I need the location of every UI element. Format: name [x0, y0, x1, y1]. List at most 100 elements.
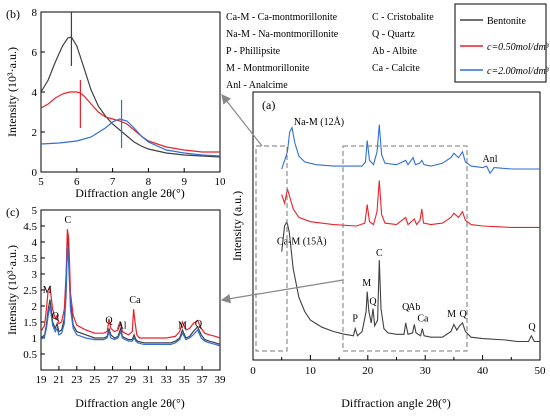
panel-a-zoom-box-b [255, 145, 288, 352]
panel-b-xlabel: Diffraction angle 2θ(°) [75, 186, 185, 200]
panel-a-peak-label-q: Q [402, 302, 410, 313]
panel-c-peak-label-q: Q [195, 319, 203, 330]
legend: Bentonite c=0.50mol/dm³ c=2.00mol/dm³ [454, 3, 550, 83]
panel-c-xtick-label: 37 [197, 374, 209, 386]
panel-b-series-c-0-50mol-dm [40, 91, 220, 153]
panel-c-ytick-label: 1 [32, 333, 38, 345]
panel-b-ytick-label: 6 [32, 47, 38, 59]
panel-b-xtick-label: 7 [110, 176, 116, 188]
panel-c-xtick-label: 19 [36, 374, 48, 386]
panel-a-peak-label-na-m-12: Na-M (12Å) [294, 116, 344, 128]
legend-label-2-00: c=2.00mol/dm³ [487, 66, 550, 77]
panel-c-peak-label-al: Al [117, 320, 127, 331]
panel-a-xtick-label: 40 [477, 365, 489, 377]
legend-label-0-50: c=0.50mol/dm³ [487, 42, 550, 53]
panel-a-xtick-label: 0 [250, 365, 256, 377]
panel-c-xtick-label: 21 [53, 374, 64, 386]
panel-c-peak-label-m: M [178, 320, 187, 331]
panel-b-series-bentonite [40, 36, 221, 158]
legend-label-bentonite: Bentonite [487, 16, 526, 27]
panel-a-peak-label-m: M [362, 278, 371, 289]
panel-a-frame [252, 91, 541, 361]
panel-c-ytick-label: 4.5 [23, 221, 37, 233]
panel-c-xtick-label: 29 [125, 374, 137, 386]
panel-b-ytick-label: 0 [32, 167, 38, 179]
panel-c-axes: 19 21 23 25 27 29 31 33 35 37 39 0.5 1 1.5 2 2.5 3 3.5 4 4.… [23, 205, 226, 386]
panel-c-xlabel: Diffraction angle 2θ(°) [75, 396, 185, 410]
panel-a-peak-label-q: Q [528, 322, 536, 333]
panel-c-xtick-label: 35 [179, 374, 191, 386]
panel-a-xtick-label: 20 [362, 365, 374, 377]
panel-c-ytick-label: 1.5 [23, 317, 37, 329]
panel-c-peak-label-c: C [65, 215, 72, 226]
panel-b-axes: 5 6 7 8 9 10 0 2 4 6 8 [32, 7, 227, 188]
panel-a-peak-label-q: Q [369, 296, 377, 307]
panel-a-peak-label-anl: Anl [483, 154, 498, 165]
panel-c-series-bentonite [40, 232, 221, 345]
abbr-c: C - Cristobalite [372, 12, 434, 23]
panel-b-series-c-2-00mol-dm [40, 118, 221, 157]
panel-c-ytick-label: 3.5 [23, 253, 37, 265]
panel-a-series-bentonite [281, 220, 540, 343]
panel-c-ytick-label: 3 [32, 269, 38, 281]
panel-c-xtick-label: 39 [215, 374, 227, 386]
panel-a-peak-label-c: C [376, 248, 383, 259]
abbreviation-list: Ca-M - Ca-montmorillonite Na-M - Na-mont… [226, 12, 434, 91]
panel-a-series-c-0-50mol-dm [281, 180, 540, 228]
abbr-ab: Ab - Albite [372, 46, 418, 57]
panel-c-lines [40, 229, 221, 347]
panel-a-peak-label-ab: Ab [408, 302, 420, 313]
panel-c-ytick-label: 0.5 [23, 349, 37, 361]
panel-b-xtick-label: 10 [215, 176, 227, 188]
abbr-p: P - Phillipsite [226, 46, 281, 57]
panel-c-xtick-label: 31 [143, 374, 154, 386]
panel-c-label: (c) [6, 205, 19, 219]
connector-arrow-c [220, 279, 344, 304]
panel-b-ytick-label: 8 [32, 7, 38, 19]
panel-a-xtick-label: 10 [305, 365, 317, 377]
panel-c-xtick-label: 25 [89, 374, 101, 386]
panel-a-xtick-label: 50 [535, 365, 547, 377]
panel-b: (b) 5 6 7 8 9 10 0 2 4 6 8 Diffraction angle 2θ(°)… [5, 7, 226, 200]
panel-a-xlabel: Diffraction angle 2θ(°) [341, 396, 451, 410]
panel-c-ylabel: Intensity (10³·a.u.) [5, 245, 19, 335]
panel-a-peak-label-q: Q [459, 309, 467, 320]
panel-a-peak-label-ca: Ca [417, 314, 429, 325]
abbr-ca-m: Ca-M - Ca-montmorillonite [226, 12, 338, 23]
panel-b-xtick-label: 9 [181, 176, 187, 188]
panel-a-peak-label-m: M [447, 309, 456, 320]
panel-c-peak-label-q: Q [105, 316, 113, 327]
panel-a-peak-label-ca-m-15: Ca-M (15Å) [277, 236, 327, 248]
abbr-ca: Ca - Calcite [372, 63, 420, 74]
panel-c-ytick-label: 2.5 [23, 285, 37, 297]
connector-arrow-b [221, 94, 263, 147]
panel-c-peak-label-m: M [43, 285, 52, 296]
panel-a-xtick-label: 30 [420, 365, 432, 377]
panel-c-peak-label-ca: Ca [129, 295, 141, 306]
panel-a-zoom-box-c [342, 145, 468, 352]
panel-c-xtick-label: 33 [161, 374, 173, 386]
panel-b-label: (b) [6, 7, 20, 21]
panel-b-ylabel: Intensity (10³·a.u.) [5, 47, 19, 137]
panel-c-xtick-label: 23 [71, 374, 83, 386]
panel-c-ytick-label: 2 [32, 301, 38, 313]
panel-b-ytick-label: 4 [32, 87, 38, 99]
panel-b-xtick-label: 5 [38, 176, 44, 188]
panel-b-xtick-label: 6 [74, 176, 80, 188]
panel-a-series-c-2-00mol-dm [281, 124, 540, 175]
panel-a-lines [281, 124, 540, 343]
abbr-na-m: Na-M - Na-montmorillonite [226, 29, 339, 40]
abbr-q: Q - Quartz [372, 29, 415, 40]
legend-box [454, 3, 547, 83]
panel-c-xtick-label: 27 [107, 374, 119, 386]
panel-a: (a) 0 10 20 30 40 50 Na-M (12Å) Anl Ca-M (15Å) P… [230, 91, 547, 410]
panel-a-peak-label-p: P [352, 314, 358, 325]
panel-c: (c) 19 21 23 25 27 29 31 33 35 37 39 0.5 1 1.5 2 2.5 3 3.… [5, 205, 226, 410]
panel-c-series-c-0-50mol-dm [40, 229, 221, 339]
abbr-anl: Anl - Analcime [226, 80, 288, 91]
panel-b-ytick-label: 2 [32, 127, 38, 139]
panel-c-peak-label-q: Q [52, 311, 60, 322]
